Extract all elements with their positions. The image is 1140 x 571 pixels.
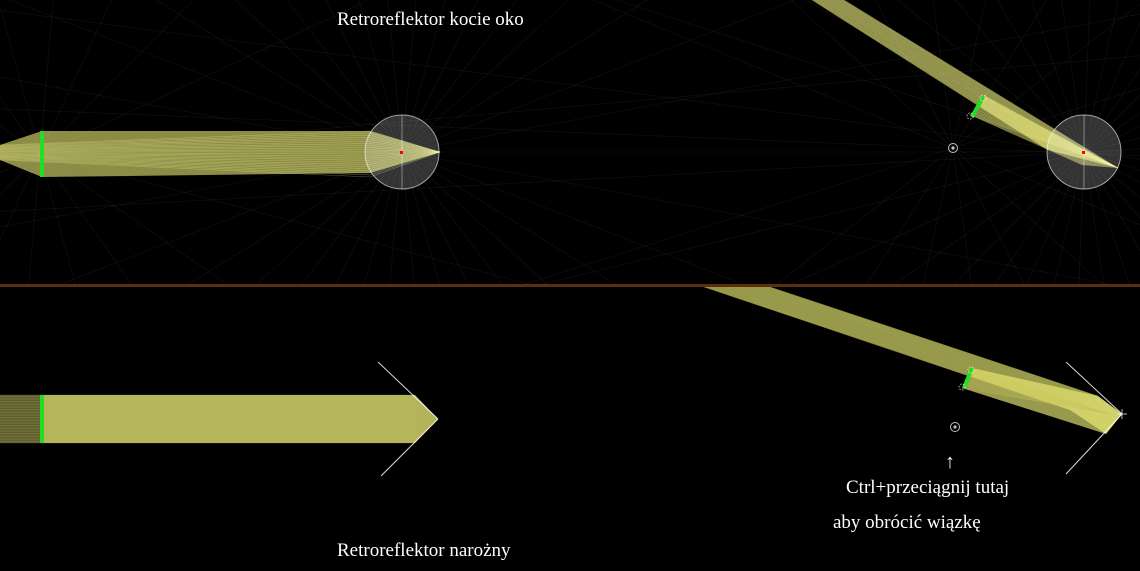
- hint-text-line2: aby obrócić wiązkę: [833, 512, 981, 533]
- corner-left-source[interactable]: [40, 395, 44, 443]
- rotation-handle-icon[interactable]: [950, 422, 960, 432]
- cat-eye-left-source[interactable]: [40, 131, 44, 177]
- corner-left-mirror-lower[interactable]: [380, 418, 439, 477]
- source-endpoint-icon[interactable]: [967, 366, 975, 374]
- corner-right-group: [703, 287, 1127, 475]
- corner-left-beam-lines: [0, 394, 415, 444]
- hint-arrow-icon: ↑: [945, 451, 955, 473]
- corner-left-beam: [42, 395, 438, 443]
- corner-right-beam-lines: [703, 287, 1111, 415]
- cat-eye-right-group: [811, 0, 1122, 190]
- corner-left-incoming-beam: [0, 395, 42, 443]
- cat-eye-left-focus-point: [400, 151, 403, 154]
- cat-eye-right-return-beam: [970, 96, 1118, 168]
- corner-right-source[interactable]: [962, 367, 974, 389]
- corner-reflector-title: Retroreflektor narożny: [337, 540, 511, 561]
- cat-eye-left-beam-lines: [0, 130, 441, 178]
- cat-eye-left-beam: [0, 131, 440, 177]
- rotation-handle-icon[interactable]: [948, 143, 958, 153]
- section-divider: [0, 284, 1140, 287]
- cat-eye-right-focus-point: [1082, 151, 1085, 154]
- hint-text-line1: Ctrl+przeciągnij tutaj: [846, 477, 1010, 498]
- cat-eye-right-beam-lines: [811, 0, 1119, 169]
- source-endpoint-icon[interactable]: [966, 112, 974, 120]
- source-endpoint-icon[interactable]: [979, 94, 987, 102]
- corner-right-mirror-lower[interactable]: [1065, 413, 1123, 475]
- corner-left-group: [0, 361, 439, 477]
- corner-right-return-beam: [962, 368, 1122, 434]
- cat-eye-title: Retroreflektor kocie oko: [337, 9, 524, 30]
- source-endpoint-icon[interactable]: [958, 383, 966, 391]
- cat-eye-right-beam: [812, 0, 1118, 168]
- corner-left-mirror-upper[interactable]: [377, 361, 439, 420]
- cat-eye-left-group: [0, 114, 441, 190]
- corner-right-mirror-upper[interactable]: [1065, 361, 1123, 415]
